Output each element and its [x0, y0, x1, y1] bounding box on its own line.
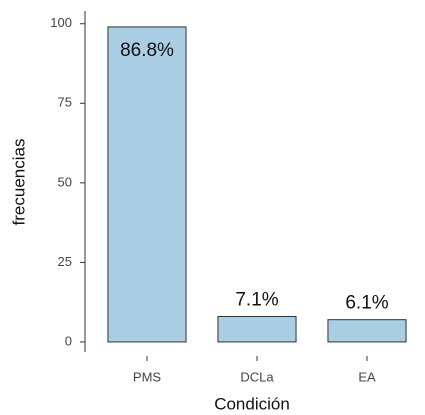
value-label: 7.1%	[235, 290, 278, 311]
value-label: 86.8%	[120, 40, 174, 61]
y-tick-label: 0	[65, 333, 72, 348]
x-tick-label: DCLa	[240, 369, 274, 384]
y-axis-title: frecuencias	[9, 139, 28, 226]
x-axis-title: Condición	[214, 394, 290, 413]
y-tick-label: 25	[58, 254, 72, 269]
y-tick-label: 75	[58, 95, 72, 110]
bar	[217, 315, 297, 343]
y-tick-label: 50	[58, 174, 72, 189]
y-tick-label: 100	[50, 15, 72, 30]
bar	[107, 26, 187, 343]
x-tick-label: EA	[358, 369, 376, 384]
bar	[327, 319, 407, 343]
value-label: 6.1%	[345, 293, 388, 314]
x-tick-label: PMS	[133, 369, 162, 384]
